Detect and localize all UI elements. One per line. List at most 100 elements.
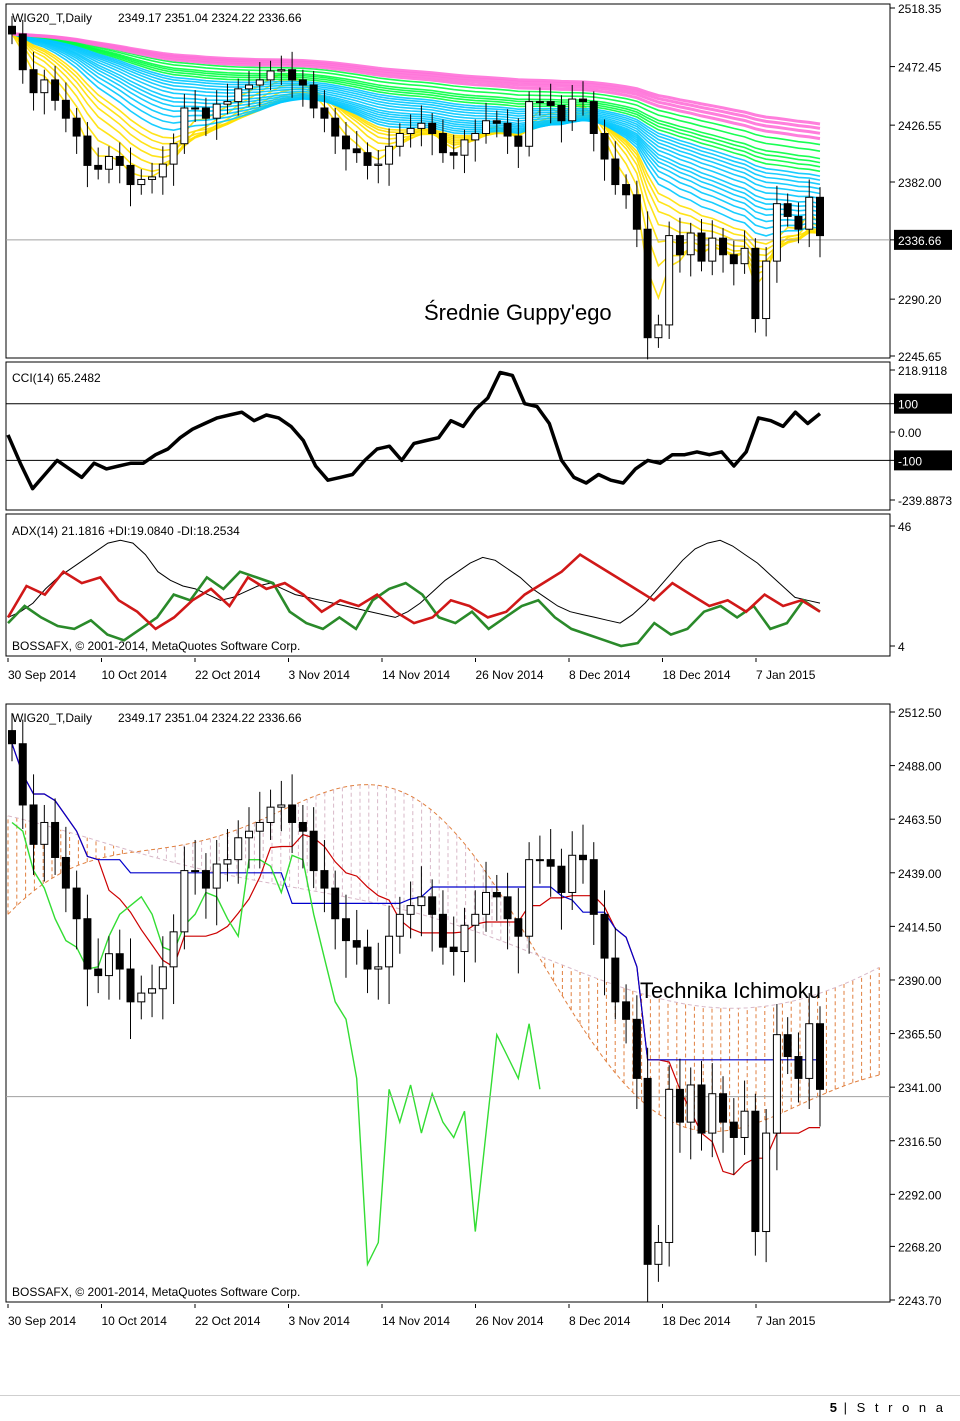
guppy-candle-body xyxy=(245,84,254,90)
guppy-candle-body xyxy=(449,152,458,156)
ichimoku-candle-body xyxy=(395,913,404,937)
guppy-candle-body xyxy=(729,254,738,265)
ichimoku-candle-body xyxy=(460,924,469,953)
ichimoku-candle-body xyxy=(751,1110,760,1233)
ichimoku-candle-body xyxy=(374,966,383,970)
guppy-candle-body xyxy=(622,184,631,196)
ichimoku-ohlc-label: 2349.17 2351.04 2324.22 2336.66 xyxy=(118,711,302,725)
guppy-candle-body xyxy=(643,228,652,339)
ichimoku-candle-body xyxy=(568,854,577,893)
adx-series-plusdi xyxy=(7,570,821,648)
guppy-ema-line xyxy=(11,32,821,141)
guppy-candle-body xyxy=(395,133,404,147)
guppy-ema-line xyxy=(11,33,821,177)
ichimoku-candle-body xyxy=(72,887,81,920)
guppy-candle-body xyxy=(428,122,437,135)
guppy-ema-line xyxy=(11,33,821,245)
guppy-candle-body xyxy=(148,176,157,180)
ichimoku-candle-body xyxy=(740,1110,749,1138)
guppy-tick-label: 2382.00 xyxy=(898,176,942,190)
guppy-candle-body xyxy=(460,139,469,156)
ichimoku-candle-body xyxy=(212,863,221,889)
guppy-ema-line xyxy=(11,33,821,173)
guppy-candle-body xyxy=(191,107,200,110)
cci-tick-highlight xyxy=(894,393,952,414)
ichimoku-tick-label: 2463.50 xyxy=(898,813,942,827)
ichimoku-candle-body xyxy=(697,1084,706,1134)
ichimoku-candle-body xyxy=(816,1023,824,1090)
guppy-candle-body xyxy=(611,158,620,186)
ichimoku-candle-body xyxy=(783,1034,792,1058)
guppy-ema-line xyxy=(11,33,821,164)
ichimoku-candle-body xyxy=(277,804,286,808)
guppy-candle-body xyxy=(309,84,318,109)
ichimoku-tick-label: 2292.00 xyxy=(898,1188,942,1202)
ichimoku-tick-label: 2268.20 xyxy=(898,1240,942,1254)
ichimoku-candle-body xyxy=(331,887,340,920)
guppy-symbol-label: WIG20_T,Daily xyxy=(12,11,92,25)
guppy-ema-line xyxy=(11,33,821,262)
ichimoku-candle-body xyxy=(40,821,49,845)
ichimoku-candle-body xyxy=(126,968,135,1003)
adx-tick-label: 4 xyxy=(898,640,905,654)
lower-xtick-label: 10 Oct 2014 xyxy=(102,1314,168,1328)
ichimoku-candle-body xyxy=(266,806,275,823)
guppy-ema-line xyxy=(11,33,821,168)
ichimoku-candle-body xyxy=(665,1088,674,1243)
lower-xtick-label: 8 Dec 2014 xyxy=(569,1314,631,1328)
guppy-candle-body xyxy=(632,194,641,230)
guppy-ema-line xyxy=(11,33,821,195)
guppy-candle-body xyxy=(589,101,598,135)
guppy-candle-body xyxy=(363,152,372,166)
ichimoku-candle-body xyxy=(255,821,264,832)
ichimoku-candle-body xyxy=(148,988,157,994)
cci-line xyxy=(6,370,822,491)
ichimoku-candle-body xyxy=(675,1088,684,1123)
guppy-tick-label: 2336.66 xyxy=(898,234,942,248)
guppy-candle-body xyxy=(94,164,103,170)
guppy-candle-body xyxy=(772,203,781,262)
ichimoku-tick-label: 2439.00 xyxy=(898,867,942,881)
guppy-candle-body xyxy=(751,247,760,320)
ichimoku-tick-label: 2414.50 xyxy=(898,920,942,934)
ichimoku-candle-body xyxy=(503,896,512,920)
ichimoku-candle-body xyxy=(352,940,361,948)
guppy-candle-body xyxy=(385,145,394,165)
ichimoku-candle-body xyxy=(514,918,523,937)
ichimoku-chikou-line xyxy=(11,821,541,1267)
ichimoku-candle-body xyxy=(482,891,491,915)
cci-tick-label: 218.9118 xyxy=(898,364,947,378)
ichimoku-candle-body xyxy=(8,730,16,745)
guppy-ema-line xyxy=(11,33,821,146)
guppy-ema-line xyxy=(11,33,821,160)
ichimoku-candle-body xyxy=(341,918,350,942)
guppy-candle-body xyxy=(341,135,350,150)
guppy-candle-body xyxy=(654,324,663,339)
ichimoku-tick-label: 2512.50 xyxy=(898,706,942,720)
guppy-candle-body xyxy=(762,260,771,320)
guppy-candle-body xyxy=(255,79,264,86)
guppy-tick-label: 2426.55 xyxy=(898,119,942,133)
guppy-candle-body xyxy=(805,196,814,230)
guppy-candle-body xyxy=(137,178,146,186)
guppy-candle-body xyxy=(708,237,717,262)
ichimoku-candle-body xyxy=(137,992,146,1003)
guppy-candle-body xyxy=(783,203,792,217)
guppy-tick-label: 2290.20 xyxy=(898,293,942,307)
upper-xtick-label: 14 Nov 2014 xyxy=(382,668,450,682)
guppy-ema-line xyxy=(11,33,821,186)
guppy-candle-body xyxy=(719,237,728,256)
ichimoku-candle-body xyxy=(686,1084,695,1123)
ichimoku-tick-label: 2316.50 xyxy=(898,1135,942,1149)
lower-xtick-label: 18 Dec 2014 xyxy=(663,1314,731,1328)
ichimoku-candle-body xyxy=(320,870,329,889)
guppy-ema-line xyxy=(11,33,821,190)
guppy-candle-body xyxy=(740,247,749,265)
guppy-candle-body xyxy=(40,79,49,94)
ichimoku-candle-body xyxy=(762,1132,771,1233)
ichimoku-annotation: Technika Ichimoku xyxy=(640,978,821,1003)
guppy-ema-line xyxy=(11,33,821,251)
upper-xtick-label: 8 Dec 2014 xyxy=(569,668,631,682)
guppy-ema-line xyxy=(11,33,821,209)
guppy-candle-body xyxy=(514,135,523,147)
